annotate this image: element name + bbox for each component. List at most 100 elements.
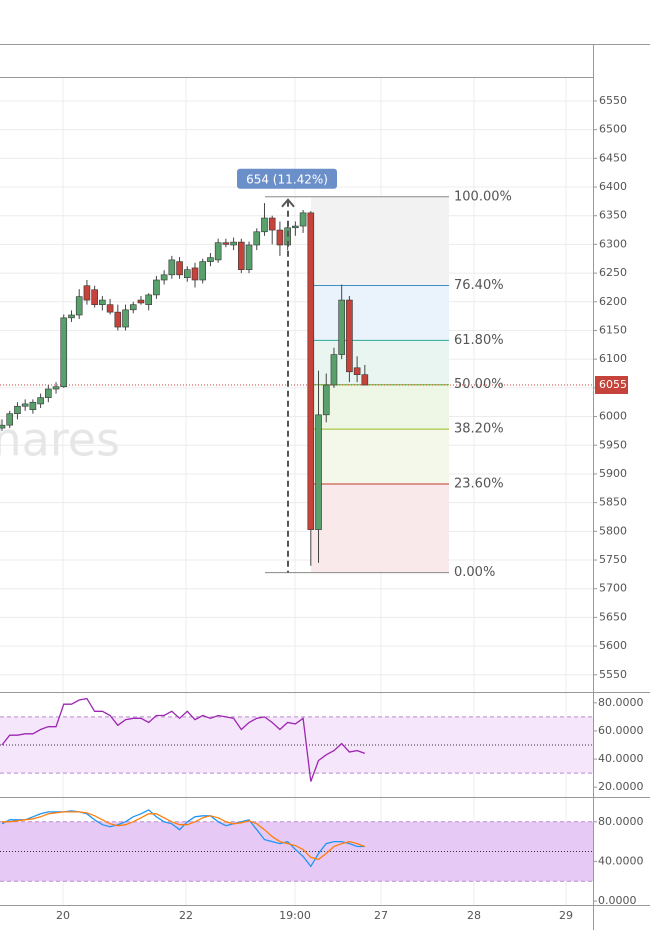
candle-body (214, 242, 222, 261)
rsi-band (0, 716, 593, 774)
candle-body (168, 259, 176, 276)
x-tick-label: 28 (467, 909, 481, 922)
candle-body (276, 229, 284, 246)
y-tick-label: 6200 (599, 295, 627, 308)
candle-body (245, 244, 253, 270)
y-tick-label: 5600 (599, 639, 627, 652)
candle-body (145, 294, 152, 305)
y-tick-label: 6550 (599, 94, 627, 107)
y-tick-label: 0.0000 (598, 894, 637, 907)
candle-body (14, 405, 21, 414)
current-price-box (595, 376, 628, 394)
y-tick-label: 6100 (599, 352, 627, 365)
rsi-line (1, 697, 366, 782)
x-tick-label: 27 (374, 909, 388, 922)
y-tick-label: 6150 (599, 323, 627, 336)
candle-body (238, 241, 245, 270)
candle-body (122, 309, 129, 328)
candle-body (268, 217, 276, 231)
fib-level-label: 100.00% (454, 189, 512, 204)
measure-label: 654 (11.42%) (246, 172, 328, 186)
fib-zone (311, 483, 449, 573)
x-tick-label: 19:00 (279, 909, 311, 922)
y-tick-label: 6250 (599, 266, 627, 279)
candle-body (292, 225, 299, 229)
stoch-band (0, 821, 593, 882)
plot-layer: 20 22 19:00 27 28 29 5550 5600 5650 5700 5750 5800 5… (0, 78, 644, 922)
candle-body (346, 299, 353, 373)
y-tick-label: 5950 (599, 438, 627, 451)
candle-body (6, 413, 14, 426)
candle-body (222, 242, 230, 245)
candle-body (230, 241, 237, 246)
y-tick-label: 40.0000 (598, 752, 644, 765)
candle-body (330, 354, 338, 386)
y-tick-label: 80.0000 (598, 696, 644, 709)
y-tick-label: 20.0000 (598, 780, 644, 793)
y-tick-label: 6400 (599, 180, 627, 193)
x-tick-label: 29 (559, 909, 573, 922)
measure-badge (237, 168, 337, 189)
y-tick-label: 60.0000 (598, 724, 644, 737)
fib-level-label: 61.80% (454, 333, 504, 348)
y-tick-label: 40.0000 (598, 854, 644, 867)
candle-body (191, 267, 199, 281)
fib-level-label: 38.20% (454, 422, 504, 437)
candle-body (29, 401, 37, 410)
y-tick-label: 6000 (599, 410, 627, 423)
y-tick-label: 5750 (599, 553, 627, 566)
current-price-label: 6055 (599, 378, 627, 391)
candle-body (21, 403, 29, 407)
candle-body (307, 212, 315, 530)
candle-body (0, 424, 6, 429)
y-tick-label: 5850 (599, 496, 627, 509)
candle-body (83, 285, 91, 301)
candle-body (137, 299, 145, 304)
fib-zone (311, 429, 449, 484)
candle-body (60, 317, 68, 388)
candle-body (75, 296, 83, 316)
y-tick-label: 5900 (599, 467, 627, 480)
candle-body (114, 311, 122, 328)
y-tick-label: 5700 (599, 582, 627, 595)
candle-body (176, 261, 183, 276)
candle-body (261, 217, 268, 233)
candle-body (68, 314, 75, 319)
y-tick-label: 6450 (599, 151, 627, 164)
candle-body (37, 397, 44, 405)
y-tick-label: 80.0000 (598, 815, 644, 828)
y-tick-label: 5800 (599, 524, 627, 537)
candle-body (199, 261, 207, 281)
y-tick-label: 6300 (599, 237, 627, 250)
x-tick-label: 20 (56, 909, 70, 922)
candle-body (207, 257, 214, 262)
candle-body (322, 384, 330, 416)
fib-level-label: 50.00% (454, 377, 504, 392)
candle-body (91, 289, 98, 305)
candle-body (99, 299, 106, 305)
candle-body (253, 231, 261, 246)
candle-body (106, 304, 114, 313)
stoch-line (2, 811, 366, 861)
candle-body (183, 269, 191, 278)
candle-body (338, 299, 345, 355)
candle-body (315, 414, 322, 530)
candle-body (153, 279, 160, 296)
candle-body (361, 374, 369, 386)
x-tick-label: 22 (179, 909, 193, 922)
fib-level-label: 76.40% (454, 278, 504, 293)
fib-level-label: 23.60% (454, 476, 504, 491)
fib-level-label: 0.00% (454, 565, 495, 580)
y-tick-label: 5550 (599, 668, 627, 681)
candle-body (353, 367, 361, 375)
candle-body (45, 388, 52, 398)
fib-zone (311, 196, 449, 286)
fib-zone (311, 384, 449, 430)
y-tick-label: 6500 (599, 123, 627, 136)
y-tick-label: 6350 (599, 209, 627, 222)
candle-body (52, 386, 60, 390)
candle-body (129, 304, 137, 311)
candle-body (160, 274, 168, 281)
